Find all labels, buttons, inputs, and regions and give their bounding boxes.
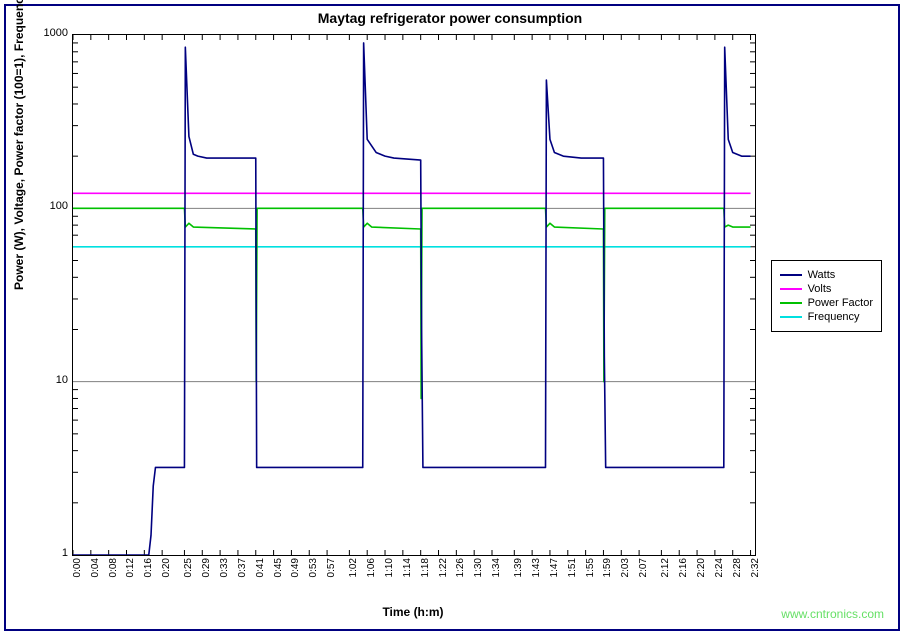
x-tick-label: 1:55 [585,558,596,598]
x-tick-label: 1:47 [549,558,560,598]
legend-swatch-watts [780,274,802,276]
plot-area [72,34,756,556]
x-tick-label: 1:59 [602,558,613,598]
x-tick-label: 0:12 [125,558,136,598]
x-tick-label: 0:08 [108,558,119,598]
x-tick-label: 0:53 [308,558,319,598]
x-tick-label: 0:04 [90,558,101,598]
x-tick-label: 2:32 [750,558,761,598]
x-tick-label: 2:28 [732,558,743,598]
y-tick-label: 100 [28,200,68,212]
x-tick-label: 2:24 [714,558,725,598]
chart-canvas [73,35,755,555]
x-tick-label: 1:30 [473,558,484,598]
x-tick-label: 1:18 [420,558,431,598]
x-tick-label: 1:22 [438,558,449,598]
x-tick-label: 1:02 [348,558,359,598]
x-axis-label: Time (h:m) [72,605,754,619]
x-tick-label: 2:20 [696,558,707,598]
x-tick-label: 1:10 [384,558,395,598]
y-axis-label: Power (W), Voltage, Power factor (100=1)… [12,0,26,290]
x-tick-label: 1:26 [455,558,466,598]
x-tick-label: 2:16 [678,558,689,598]
legend-swatch-volts [780,288,802,290]
x-tick-label: 1:14 [402,558,413,598]
x-tick-label: 0:57 [326,558,337,598]
legend-label: Power Factor [808,297,873,309]
x-tick-label: 0:37 [237,558,248,598]
x-tick-label: 2:07 [638,558,649,598]
x-tick-label: 0:16 [143,558,154,598]
x-tick-label: 0:25 [183,558,194,598]
x-tick-label: 0:33 [219,558,230,598]
legend-label: Frequency [808,311,860,323]
legend-item-watts: Watts [780,269,873,281]
x-tick-label: 0:29 [201,558,212,598]
x-tick-label: 0:41 [255,558,266,598]
x-tick-label: 1:34 [491,558,502,598]
y-tick-label: 1 [28,547,68,559]
chart-title: Maytag refrigerator power consumption [0,10,900,26]
x-tick-label: 2:12 [660,558,671,598]
legend: Watts Volts Power Factor Frequency [771,260,882,332]
legend-swatch-freq [780,316,802,318]
x-tick-label: 1:39 [513,558,524,598]
x-tick-label: 2:03 [620,558,631,598]
watermark: www.cntronics.com [781,607,884,621]
legend-item-freq: Frequency [780,311,873,323]
legend-label: Volts [808,283,832,295]
y-tick-label: 10 [28,374,68,386]
legend-label: Watts [808,269,836,281]
legend-item-volts: Volts [780,283,873,295]
legend-item-pf: Power Factor [780,297,873,309]
x-tick-label: 1:06 [366,558,377,598]
y-tick-label: 1000 [28,27,68,39]
x-tick-label: 0:49 [290,558,301,598]
x-tick-label: 0:00 [72,558,83,598]
x-tick-label: 0:45 [273,558,284,598]
x-tick-label: 1:43 [531,558,542,598]
x-tick-label: 1:51 [567,558,578,598]
x-tick-label: 0:20 [161,558,172,598]
legend-swatch-pf [780,302,802,304]
